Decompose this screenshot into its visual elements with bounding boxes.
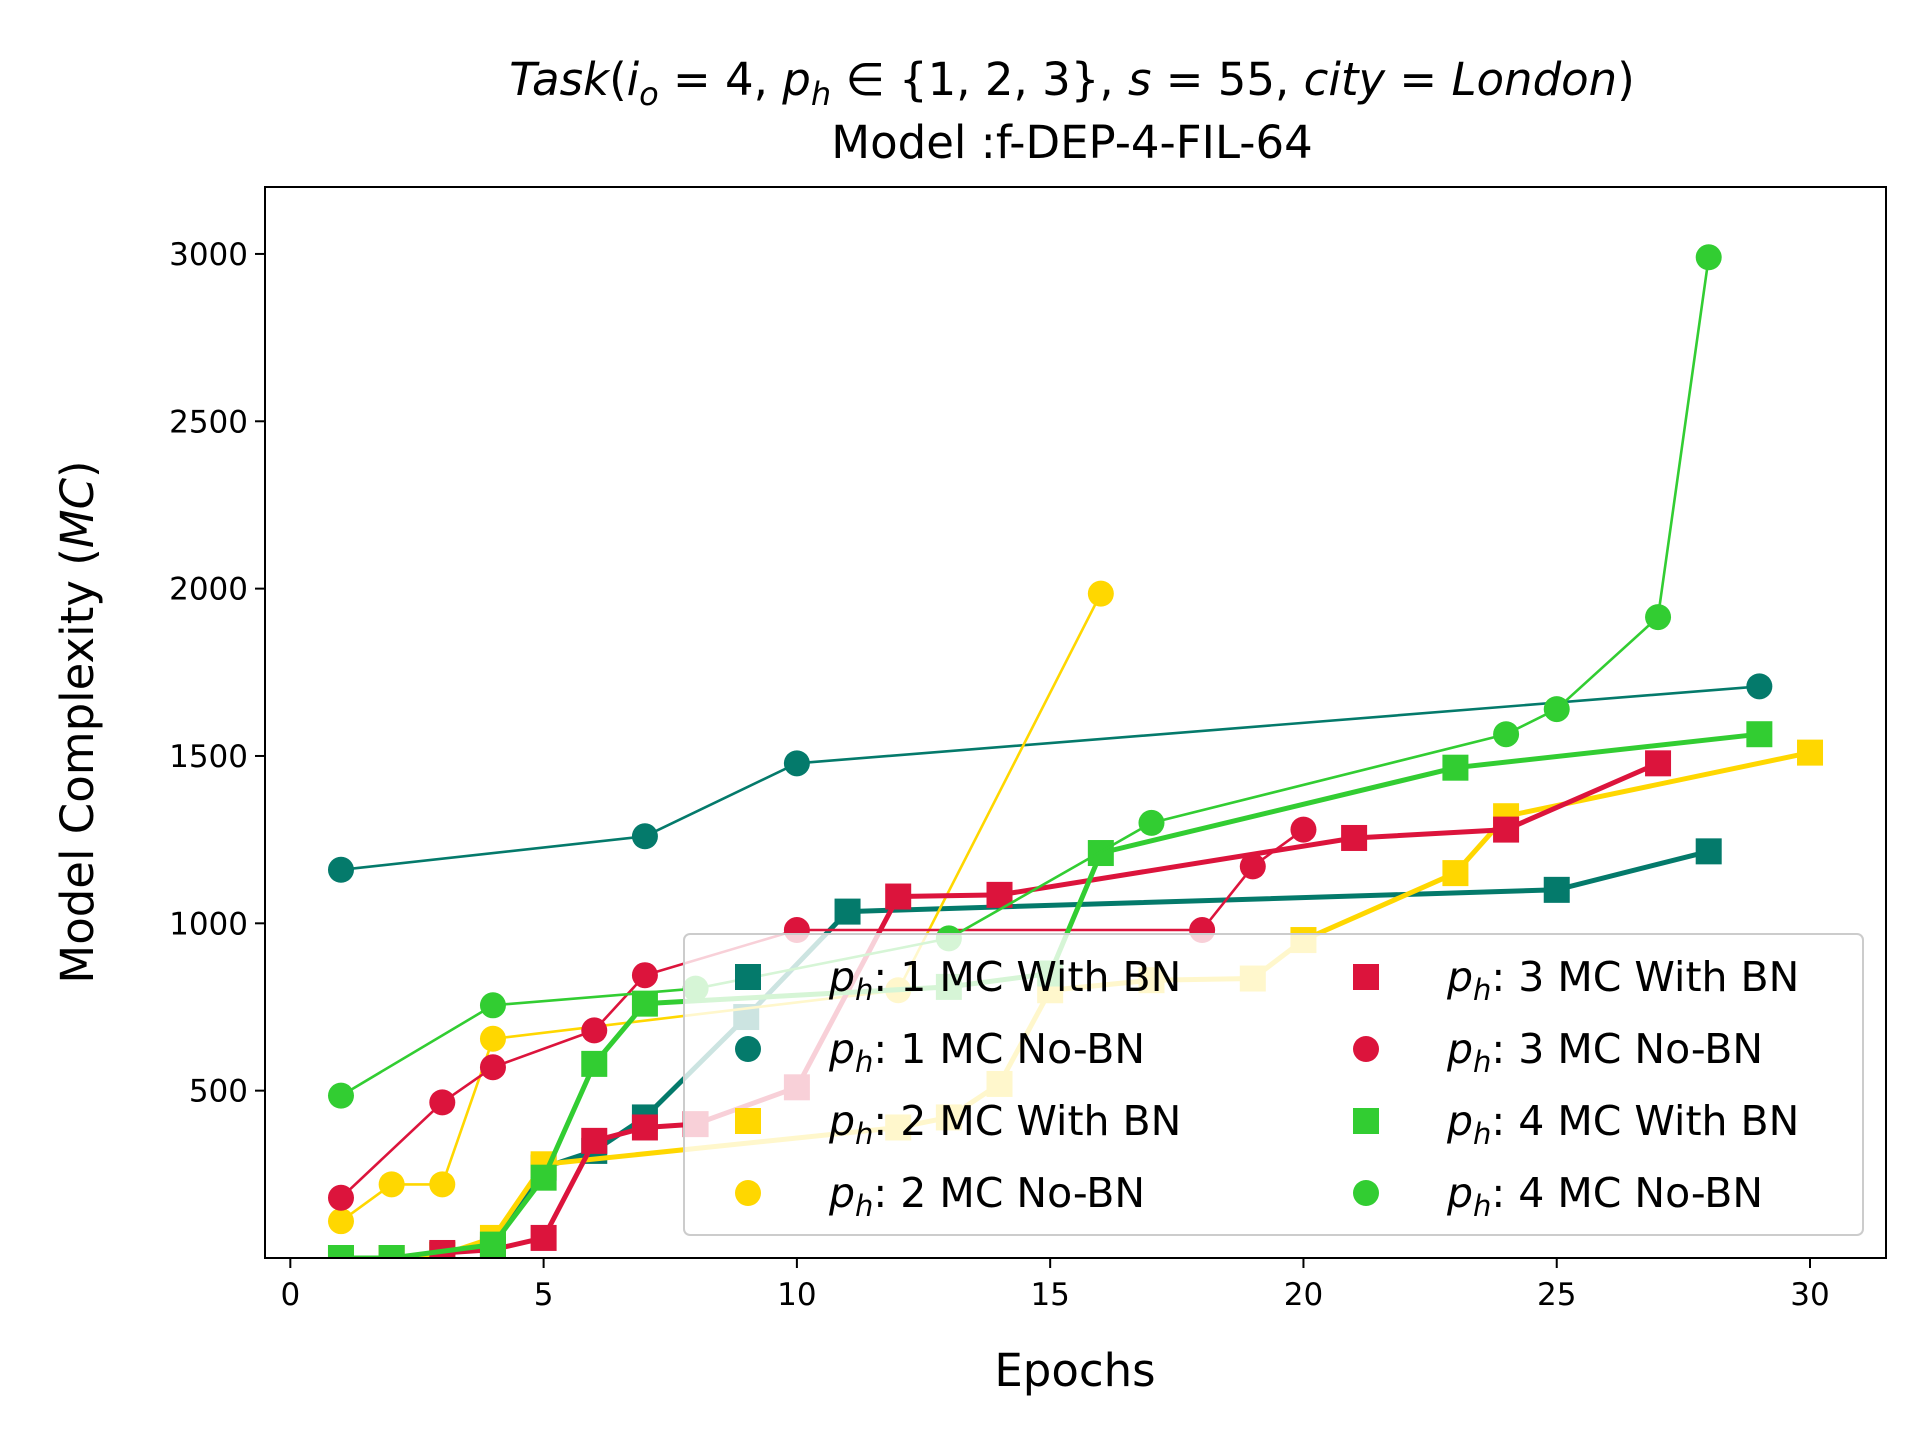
data-point <box>631 990 658 1017</box>
data-point <box>1746 673 1773 700</box>
legend: ph: 1 MC With BN ph: 1 MC No-BN ph: 2 MC W… <box>683 933 1864 1236</box>
data-point <box>530 1224 557 1251</box>
data-point <box>581 1127 608 1154</box>
legend-label: ph: 2 MC No-BN <box>828 1169 1145 1223</box>
legend-item: ph: 1 MC With BN <box>735 953 1181 1007</box>
chart-title-line2: Model :f-DEP-4-FIL-64 <box>831 116 1312 169</box>
legend-label: ph: 1 MC With BN <box>828 953 1181 1007</box>
data-point <box>1695 244 1722 271</box>
data-point <box>1087 580 1114 607</box>
data-point <box>327 1184 354 1211</box>
x-tick-label: 5 <box>534 1277 554 1313</box>
x-tick-label: 10 <box>777 1277 816 1313</box>
legend-label: ph: 1 MC No-BN <box>828 1025 1145 1079</box>
legend-label: ph: 3 MC With BN <box>1446 953 1799 1007</box>
data-point <box>885 883 912 910</box>
y-tick-label: 2000 <box>169 572 248 608</box>
data-point <box>378 1171 405 1198</box>
axis-ticks: 0 5 10 15 20 25 30 500 1000 1500 2000 2500 3000 <box>169 237 1830 1313</box>
legend-label: ph: 2 MC With BN <box>828 1097 1181 1151</box>
data-point <box>378 1245 405 1258</box>
legend-marker <box>735 1108 761 1134</box>
y-tick-label: 500 <box>189 1074 248 1110</box>
data-point <box>1797 739 1824 766</box>
data-point <box>631 823 658 850</box>
legend-marker <box>1353 1180 1379 1206</box>
x-tick-label: 30 <box>1790 1277 1829 1313</box>
x-tick-label: 0 <box>280 1277 300 1313</box>
data-point <box>429 1171 456 1198</box>
data-point <box>1645 750 1672 777</box>
data-point <box>479 1231 506 1258</box>
data-point <box>1138 809 1165 836</box>
legend-item: ph: 3 MC With BN <box>1353 953 1799 1007</box>
legend-item: ph: 1 MC No-BN <box>735 1025 1145 1079</box>
axes-frame <box>264 186 1887 1259</box>
data-point <box>327 1208 354 1235</box>
data-point <box>1645 604 1672 631</box>
x-tick-label: 25 <box>1537 1277 1576 1313</box>
legend-label: ph: 4 MC No-BN <box>1446 1169 1763 1223</box>
series-line <box>340 685 1760 872</box>
legend-marker <box>735 964 761 990</box>
x-tick-label: 15 <box>1030 1277 1069 1313</box>
y-tick-label: 3000 <box>169 237 248 273</box>
data-point <box>631 962 658 989</box>
data-point <box>327 1082 354 1109</box>
data-point <box>1493 721 1520 748</box>
data-point <box>1442 754 1469 781</box>
data-point <box>581 1050 608 1077</box>
data-point <box>581 1017 608 1044</box>
legend-item: ph: 2 MC With BN <box>735 1097 1181 1151</box>
chart-title-line1: Task(io = 4, ph ∈ {1, 2, 3}, s = 55, cit… <box>509 53 1635 113</box>
legend-marker <box>1353 1036 1379 1062</box>
data-point <box>1543 696 1570 723</box>
data-point <box>631 1114 658 1141</box>
legend-item: ph: 4 MC No-BN <box>1353 1169 1763 1223</box>
data-point <box>1493 816 1520 843</box>
y-tick-label: 1000 <box>169 906 248 942</box>
legend-item: ph: 3 MC No-BN <box>1353 1025 1763 1079</box>
data-point <box>327 1245 354 1258</box>
data-point <box>1746 721 1773 748</box>
data-point <box>1239 853 1266 880</box>
data-point <box>834 898 861 925</box>
x-tick-label: 20 <box>1284 1277 1323 1313</box>
y-tick-label: 2500 <box>169 404 248 440</box>
legend-marker <box>735 1180 761 1206</box>
legend-marker <box>735 1036 761 1062</box>
legend-item: ph: 4 MC With BN <box>1353 1097 1799 1151</box>
x-axis-label: Epochs <box>994 1344 1155 1397</box>
data-point <box>1695 838 1722 865</box>
data-point <box>479 1054 506 1081</box>
y-axis-label: Model Complexity (MC) <box>51 460 104 983</box>
y-tick-label: 1500 <box>169 739 248 775</box>
legend-marker <box>1353 964 1379 990</box>
legend-label: ph: 3 MC No-BN <box>1446 1025 1763 1079</box>
legend-item: ph: 2 MC No-BN <box>735 1169 1145 1223</box>
data-point <box>479 992 506 1019</box>
data-point <box>1442 860 1469 887</box>
legend-label: ph: 4 MC With BN <box>1446 1097 1799 1151</box>
data-point <box>1290 816 1317 843</box>
data-point <box>479 1025 506 1052</box>
series-2 <box>327 673 1773 883</box>
data-point <box>1543 876 1570 903</box>
data-point <box>530 1164 557 1191</box>
data-point <box>327 856 354 883</box>
data-point <box>429 1089 456 1116</box>
data-point <box>1341 824 1368 851</box>
legend-marker <box>1353 1108 1379 1134</box>
data-point <box>783 750 810 777</box>
series-8 <box>327 244 1722 1109</box>
legend-box <box>683 933 1864 1236</box>
